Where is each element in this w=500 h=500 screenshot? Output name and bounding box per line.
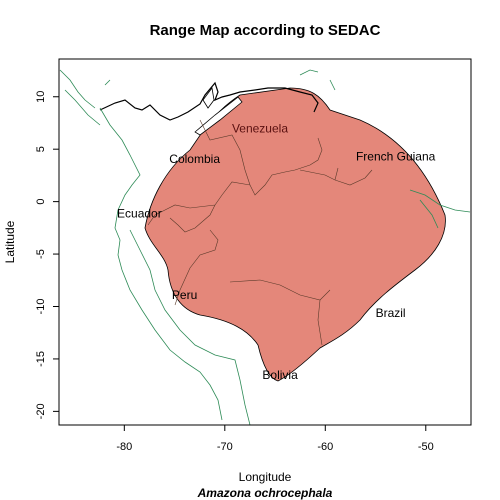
country-label-colombia: Colombia — [169, 152, 220, 166]
country-label-venezuela: Venezuela — [232, 121, 288, 135]
y-axis: 10 5 0 -5 -10 -15 -20 — [35, 91, 59, 419]
atlantic-coastline — [409, 189, 471, 229]
map-area: Venezuela Colombia French Guiana Ecuador Per… — [59, 69, 471, 425]
y-tick-label: 10 — [35, 91, 47, 103]
y-tick-label: 0 — [35, 199, 47, 205]
sea-inlet — [194, 96, 243, 136]
plot-frame — [58, 58, 472, 426]
country-label-peru: Peru — [172, 288, 197, 302]
country-label-bolivia: Bolivia — [262, 368, 298, 382]
country-label-french-guiana: French Guiana — [356, 150, 436, 164]
x-tick-label: -50 — [418, 441, 434, 453]
lake-maracaibo — [202, 87, 215, 109]
species-range-polygon — [144, 87, 446, 382]
y-tick-label: 5 — [35, 146, 47, 152]
species-name: Amazona ochrocephala — [197, 486, 333, 500]
country-label-brazil: Brazil — [376, 306, 406, 320]
chart-title: Range Map according to SEDAC — [150, 22, 381, 39]
x-axis: -80 -70 -60 -50 — [116, 425, 434, 453]
y-tick-label: -10 — [35, 299, 47, 315]
y-tick-label: -15 — [35, 351, 47, 367]
pacific-coastline — [99, 107, 223, 421]
x-tick-label: -80 — [116, 441, 132, 453]
central-america-coastline — [59, 69, 101, 126]
country-labels: Venezuela Colombia French Guiana Ecuador Per… — [117, 121, 436, 381]
caribbean-islands — [104, 69, 336, 91]
caribbean-coastline — [99, 81, 319, 121]
y-tick-label: -5 — [35, 249, 47, 259]
x-axis-label: Longitude — [239, 470, 292, 484]
country-borders — [147, 119, 373, 346]
y-tick-label: -20 — [35, 403, 47, 419]
x-tick-label: -70 — [217, 441, 233, 453]
x-tick-label: -60 — [317, 441, 333, 453]
country-label-ecuador: Ecuador — [117, 206, 162, 220]
inland-boundary — [129, 229, 251, 425]
y-axis-label: Latitude — [3, 220, 17, 263]
